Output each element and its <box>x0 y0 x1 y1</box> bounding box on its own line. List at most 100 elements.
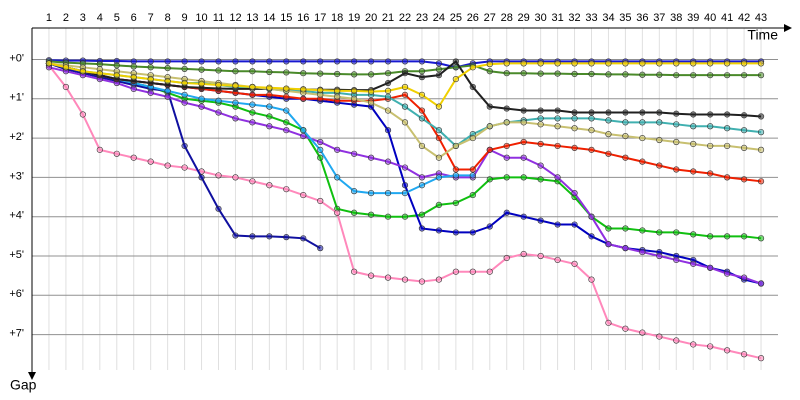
x-tick-label: 27 <box>484 12 496 24</box>
data-point <box>707 343 714 350</box>
data-point <box>690 140 697 148</box>
data-point <box>605 225 612 232</box>
data-point <box>334 70 341 78</box>
data-point <box>351 209 358 216</box>
x-tick-label: 4 <box>97 12 103 24</box>
x-tick-label: 14 <box>263 12 275 24</box>
data-point <box>486 103 493 110</box>
data-point <box>266 123 273 130</box>
data-point <box>588 70 595 78</box>
x-tick-label: 26 <box>467 12 479 24</box>
data-point <box>469 134 476 142</box>
data-point <box>351 58 358 65</box>
data-point <box>503 105 510 112</box>
x-tick-label: 2 <box>63 12 69 24</box>
data-point <box>503 70 510 77</box>
data-point <box>249 233 256 240</box>
data-point <box>384 79 392 87</box>
data-point <box>401 58 409 65</box>
data-point <box>520 60 527 67</box>
data-point <box>418 58 426 65</box>
data-point <box>334 174 341 181</box>
data-point <box>249 58 256 65</box>
data-point <box>605 150 612 157</box>
data-point <box>571 221 578 228</box>
data-point <box>503 142 510 150</box>
data-point <box>283 234 290 241</box>
data-point <box>266 233 273 240</box>
data-point <box>130 63 137 70</box>
data-point <box>181 91 188 98</box>
data-point <box>401 103 409 110</box>
data-point <box>503 174 510 181</box>
data-point <box>639 227 646 234</box>
data-point <box>334 87 341 94</box>
data-point <box>690 341 697 348</box>
data-point <box>62 83 70 91</box>
data-point <box>181 65 188 72</box>
y-tick-label: +7' <box>9 328 24 340</box>
data-point <box>740 72 748 79</box>
data-point <box>198 103 205 110</box>
data-point <box>232 58 239 65</box>
data-point <box>435 60 443 67</box>
data-point <box>113 150 120 157</box>
data-point <box>724 174 731 181</box>
data-point <box>656 252 663 260</box>
data-point <box>401 91 409 98</box>
data-point <box>317 70 324 77</box>
data-point <box>384 58 392 65</box>
data-point <box>724 347 731 354</box>
data-point <box>724 72 731 79</box>
data-point <box>367 99 375 106</box>
data-point <box>418 107 426 114</box>
x-tick-label: 11 <box>213 12 224 24</box>
data-point <box>588 146 595 153</box>
data-point <box>673 229 680 236</box>
data-point <box>317 87 324 94</box>
data-point <box>503 154 510 161</box>
data-point <box>266 113 273 120</box>
data-point <box>45 60 53 67</box>
x-tick-label: 16 <box>297 12 309 24</box>
data-point <box>554 221 561 228</box>
data-point <box>707 72 714 79</box>
data-point <box>639 158 646 165</box>
x-tick-label: 42 <box>738 12 750 24</box>
data-point <box>605 71 612 78</box>
data-point <box>503 209 510 216</box>
data-point <box>469 64 476 71</box>
data-point <box>537 140 544 148</box>
data-point <box>520 138 527 146</box>
data-point <box>622 71 629 78</box>
x-tick-label: 32 <box>568 12 580 24</box>
data-point <box>690 260 697 267</box>
data-point <box>520 213 527 220</box>
data-point <box>707 111 714 118</box>
data-point <box>605 60 612 67</box>
x-tick-label: 23 <box>416 12 428 24</box>
data-point <box>300 127 307 134</box>
data-point <box>283 186 290 193</box>
data-point <box>740 144 748 151</box>
data-point <box>232 68 239 75</box>
data-point <box>571 125 578 132</box>
y-tick-label: +4' <box>9 210 24 222</box>
data-point <box>724 60 731 67</box>
x-tick-label: 21 <box>382 12 394 24</box>
data-point <box>452 58 459 65</box>
data-point <box>537 115 544 122</box>
x-tick-label: 20 <box>365 12 377 24</box>
data-point <box>724 142 731 150</box>
data-point <box>401 83 409 91</box>
data-point <box>639 60 646 67</box>
data-point <box>605 319 612 326</box>
data-point <box>283 58 290 65</box>
data-point <box>215 81 222 89</box>
data-point <box>622 133 629 140</box>
data-point <box>181 142 188 150</box>
data-point <box>673 121 680 128</box>
data-point <box>452 229 459 236</box>
x-tick-label: 3 <box>80 12 86 24</box>
data-point <box>452 199 459 207</box>
